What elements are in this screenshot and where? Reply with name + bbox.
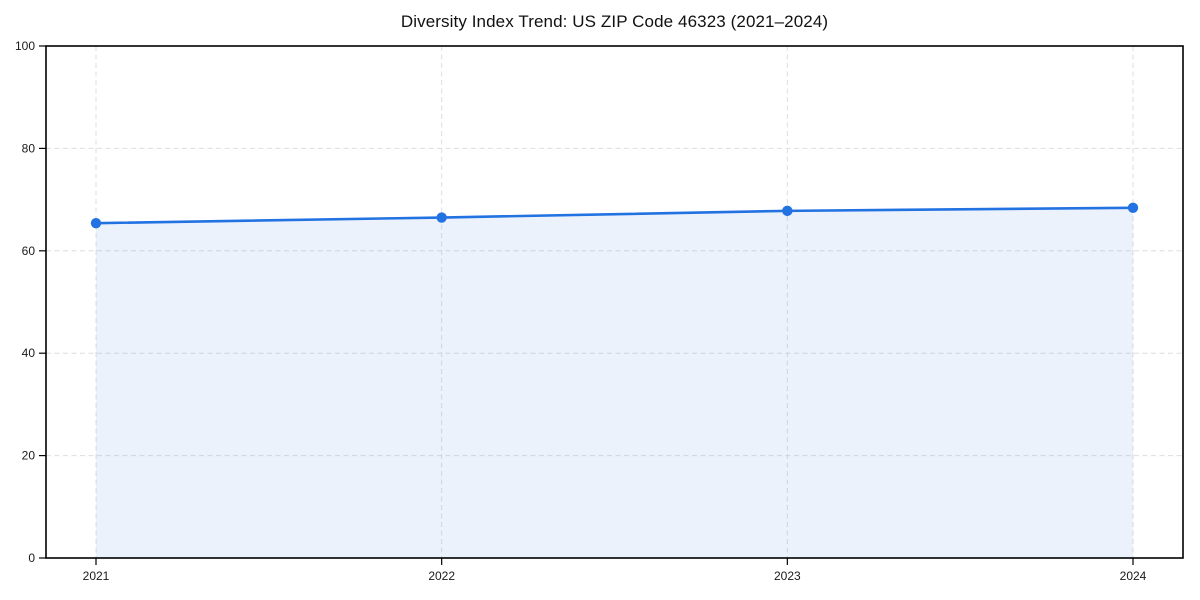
y-tick-label: 80 xyxy=(22,141,36,155)
x-tick-label: 2024 xyxy=(1120,569,1147,583)
trend-line xyxy=(94,206,1135,225)
y-tick-label: 20 xyxy=(22,449,36,463)
y-tick-label: 60 xyxy=(22,244,36,258)
y-tick-label: 100 xyxy=(15,39,35,53)
data-point xyxy=(436,212,447,223)
chart-title: Diversity Index Trend: US ZIP Code 46323… xyxy=(400,12,829,31)
data-point xyxy=(1127,202,1139,213)
y-tick-label: 40 xyxy=(22,346,36,360)
plot-border xyxy=(45,45,1184,559)
x-tick-label: 2023 xyxy=(774,569,801,583)
x-tick-label: 2021 xyxy=(83,569,110,583)
y-tick-label: 0 xyxy=(28,551,35,565)
data-point xyxy=(90,217,102,229)
x-tick-label: 2022 xyxy=(428,569,455,583)
area-fill xyxy=(96,207,1133,559)
data-point xyxy=(782,205,793,217)
